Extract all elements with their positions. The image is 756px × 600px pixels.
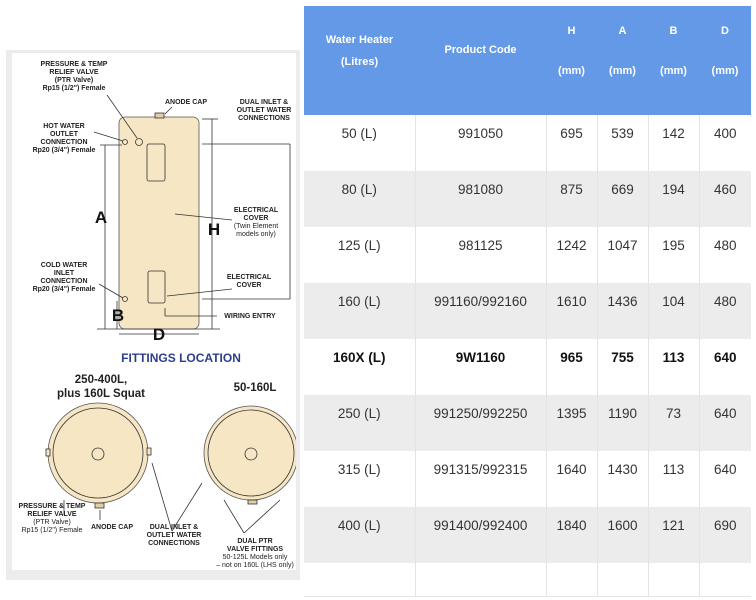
empty-cell	[648, 563, 700, 597]
large-models-title: 250-400L, plus 160L Squat	[57, 374, 145, 400]
cell-product-code: 991250/992250	[415, 395, 547, 451]
cell-d: 640	[713, 350, 737, 365]
header-d: D (mm)	[699, 6, 751, 115]
cell-a: 539	[597, 115, 649, 171]
dim-a-label: A	[95, 208, 107, 227]
empty-cell	[597, 563, 649, 597]
table-row: 315 (L) 991315/992315 1640 1430 113 640	[304, 451, 751, 507]
cell-product-code: 991160/992160	[415, 283, 547, 339]
cell-litres: 400 (L)	[304, 507, 416, 563]
cell-h: 965	[546, 339, 598, 395]
header-water-heater: Water Heater (Litres)	[304, 6, 415, 115]
water-heater-diagram: PRESSURE & TEMP RELIEF VALVE (PTR Valve) Rp…	[12, 53, 296, 570]
small-models-title: 50-160L	[234, 382, 277, 394]
dual-inlet-label: DUAL INLET & OUTLET WATER CONNECTIONS	[237, 99, 292, 122]
dual-inlet-bottom-label: DUAL INLET & OUTLET WATER CONNECTIONS	[147, 524, 202, 547]
table-row: 125 (L) 981125 1242 1047 195 480	[304, 227, 751, 283]
table-header-row: Water Heater (Litres) Product Code H (mm) …	[304, 6, 751, 115]
dim-h-label: H	[208, 220, 220, 239]
anode-cap-label: ANODE CAP	[165, 99, 207, 106]
cell-product-code: 981125	[415, 227, 547, 283]
dim-b-label: B	[112, 306, 124, 325]
fittings-diagram-panel: PRESSURE & TEMP RELIEF VALVE (PTR Valve) Rp…	[6, 50, 300, 580]
fittings-location-title: FITTINGS LOCATION	[121, 351, 241, 365]
table-row: 160X (L) 9W1160 965 755 113 640	[304, 339, 751, 395]
dim-d-label: D	[153, 325, 165, 344]
cell-product-code: 991315/992315	[415, 451, 547, 507]
ptr-top-label: PRESSURE & TEMP RELIEF VALVE (PTR Valve) Rp…	[41, 61, 108, 92]
table-row: 80 (L) 981080 875 669 194 460	[304, 171, 751, 227]
table-empty-row	[304, 563, 751, 597]
header-a: A (mm)	[597, 6, 648, 115]
cell-b: 113	[648, 451, 700, 507]
cell-a: 1600	[597, 507, 649, 563]
anode-cap-bottom-label: ANODE CAP	[91, 524, 133, 531]
table-row: 400 (L) 991400/992400 1840 1600 121 690	[304, 507, 751, 563]
cell-d: 640	[713, 462, 737, 477]
cell-h: 1395	[546, 395, 598, 451]
table-row: 50 (L) 991050 695 539 142 400	[304, 115, 751, 171]
header-b: B (mm)	[648, 6, 699, 115]
cold-water-label: COLD WATER INLET CONNECTION Rp20 (3/4") Fem…	[33, 262, 96, 293]
cell-h: 1610	[546, 283, 598, 339]
empty-cell	[699, 563, 751, 597]
ptr-bottom-label: PRESSURE & TEMP RELIEF VALVE (PTR Valve) Rp…	[19, 503, 86, 534]
cell-product-code: 991400/992400	[415, 507, 547, 563]
cell-a: 1047	[597, 227, 649, 283]
cell-d: 690	[699, 507, 751, 563]
empty-cell	[415, 563, 547, 597]
diagram-svg: PRESSURE & TEMP RELIEF VALVE (PTR Valve) Rp…	[19, 61, 296, 569]
cell-h: 875	[546, 171, 598, 227]
cell-a: 755	[597, 339, 649, 395]
cell-d: 480	[699, 283, 751, 339]
cell-litres: 160 (L)	[304, 283, 416, 339]
cell-litres: 125 (L)	[304, 227, 416, 283]
cell-d: 640	[699, 395, 751, 451]
table-row: 250 (L) 991250/992250 1395 1190 73 640	[304, 395, 751, 451]
empty-cell	[304, 563, 416, 597]
cell-litres: 250 (L)	[304, 395, 416, 451]
cell-b: 194	[648, 171, 700, 227]
cell-b: 195	[648, 227, 700, 283]
header-h: H (mm)	[546, 6, 597, 115]
cell-product-code: 981080	[415, 171, 547, 227]
cell-litres: 50 (L)	[304, 115, 416, 171]
cell-h: 1840	[546, 507, 598, 563]
cell-d: 460	[699, 171, 751, 227]
dual-ptr-label: DUAL PTR VALVE FITTINGS 50-125L Models onl…	[216, 538, 294, 569]
cell-litres: 315 (L)	[304, 451, 416, 507]
cell-a: 1436	[597, 283, 649, 339]
cell-product-code: 9W1160	[415, 339, 547, 395]
cell-b: 73	[648, 395, 700, 451]
hot-water-label: HOT WATER OUTLET CONNECTION Rp20 (3/4") Fem…	[33, 123, 96, 154]
table-row: 160 (L) 991160/992160 1610 1436 104 480	[304, 283, 751, 339]
cell-d: 400	[713, 126, 737, 141]
cell-litres: 80 (L)	[304, 171, 416, 227]
wiring-entry-label: WIRING ENTRY	[224, 313, 276, 320]
header-product-code: Product Code	[415, 6, 546, 115]
diagram-labels: PRESSURE & TEMP RELIEF VALVE (PTR Valve) Rp…	[19, 61, 294, 569]
cell-h: 1242	[546, 227, 598, 283]
electrical-cover-label: ELECTRICAL COVER	[227, 274, 272, 289]
cell-b: 121	[648, 507, 700, 563]
cell-b: 142	[648, 115, 700, 171]
empty-cell	[546, 563, 598, 597]
electrical-cover-twin-label: ELECTRICAL COVER (Twin Element models only)	[234, 207, 279, 238]
cell-a: 1430	[597, 451, 649, 507]
cell-product-code: 991050	[415, 115, 547, 171]
cell-h: 695	[546, 115, 598, 171]
cell-d: 480	[713, 238, 737, 253]
water-heater-spec-table: Water Heater (Litres) Product Code H (mm) …	[304, 6, 751, 597]
cell-b: 104	[648, 283, 700, 339]
cell-b: 113	[648, 339, 700, 395]
cell-litres: 160X (L)	[304, 339, 416, 395]
cell-h: 1640	[546, 451, 598, 507]
cell-a: 669	[597, 171, 649, 227]
cell-a: 1190	[597, 395, 649, 451]
